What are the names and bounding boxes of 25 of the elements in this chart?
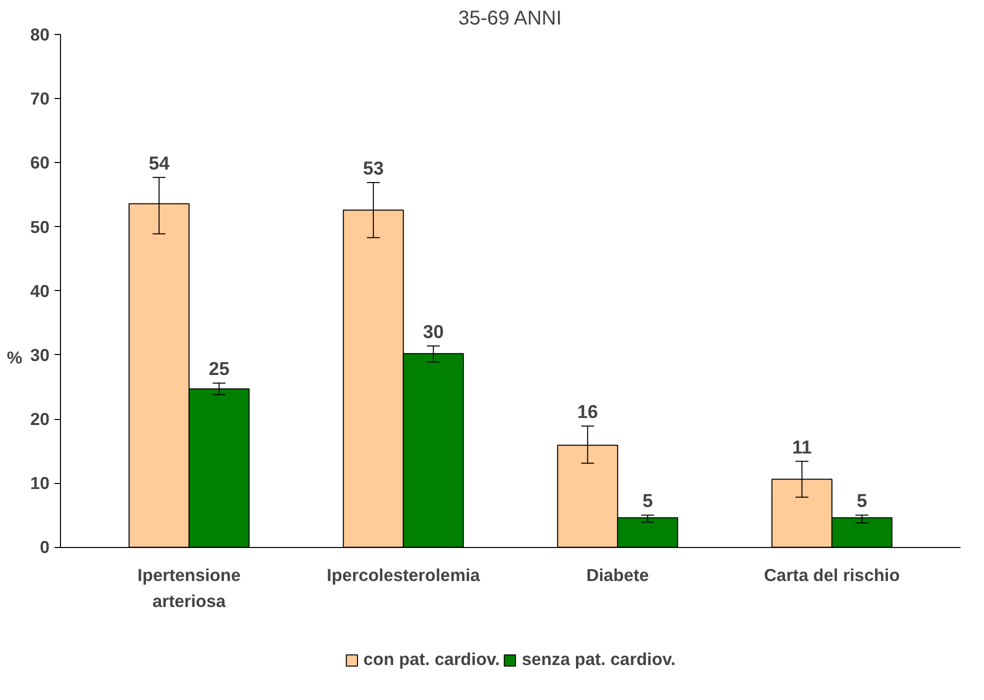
y-tick-label: 10 (30, 473, 50, 494)
y-tick-label: 0 (40, 537, 50, 558)
y-tick-label: 60 (30, 152, 50, 173)
data-label: 54 (148, 152, 170, 174)
legend-label: con pat. cardiov. (363, 649, 500, 670)
y-tick-label: 20 (30, 409, 50, 430)
x-tick-label: Ipertensione arteriosa (138, 565, 241, 612)
y-tick-label: 80 (30, 24, 50, 44)
data-label: 5 (642, 490, 653, 512)
y-tick-label: 30 (30, 344, 50, 365)
chart-title: 35-69 ANNI (458, 8, 562, 30)
y-tick-label: 40 (30, 280, 50, 301)
data-label: 53 (362, 158, 384, 179)
x-tick-label: Ipercolesterolemia (326, 565, 480, 586)
data-label: 11 (792, 436, 812, 458)
data-label: 5 (856, 490, 868, 512)
y-tick-label: 70 (30, 88, 50, 109)
y-tick-label: 50 (30, 216, 50, 237)
x-tick-label: Diabete (586, 565, 650, 586)
data-label: 30 (422, 320, 444, 342)
y-axis-title: % (6, 348, 22, 368)
data-label: 16 (577, 401, 598, 422)
data-label: 25 (208, 358, 230, 380)
x-tick-label: Carta del rischio (764, 565, 900, 586)
legend-label: senza pat. cardiov. (522, 649, 676, 670)
